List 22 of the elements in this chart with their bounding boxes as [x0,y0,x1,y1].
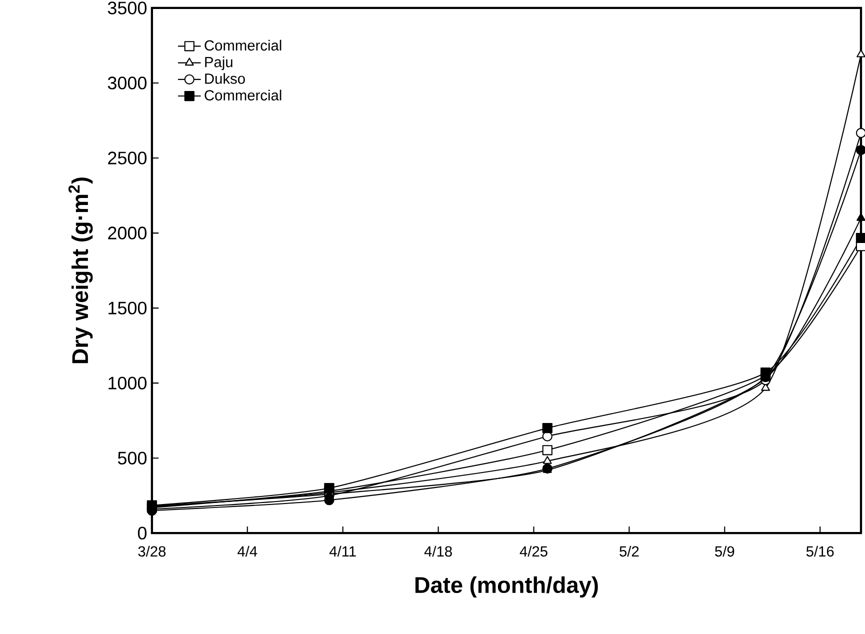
y-axis-title: Dry weight (g·m$^{2}$) [68,177,93,363]
x-tick-label: 5/9 [715,546,734,556]
legend-label: Commercial [204,40,282,50]
x-tick-label: 4/18 [424,546,452,556]
y-tick-label: 500 [118,452,147,464]
y-tick-label: 3500 [108,1,147,14]
legend-label: Commercial [204,90,282,100]
y-tick-label: 2500 [108,151,147,164]
x-axis-title: Date (month/day) [415,576,598,598]
y-tick-label: 0 [138,526,147,540]
x-tick-label: 5/2 [620,546,639,556]
y-tick-label: 1500 [108,301,147,314]
y-tick-label: 3000 [108,76,147,90]
x-tick-label: 4/11 [329,546,356,556]
legend-label: Dukso [205,72,245,84]
x-tick-label: 4/4 [238,546,258,556]
x-tick-label: 5/16 [806,546,834,556]
x-tick-label: 3/28 [138,546,166,556]
y-tick-label: 1000 [108,376,147,390]
legend-label: Paju [205,56,232,70]
y-tick-label: 2000 [108,226,147,240]
x-tick-label: 4/25 [520,546,548,556]
